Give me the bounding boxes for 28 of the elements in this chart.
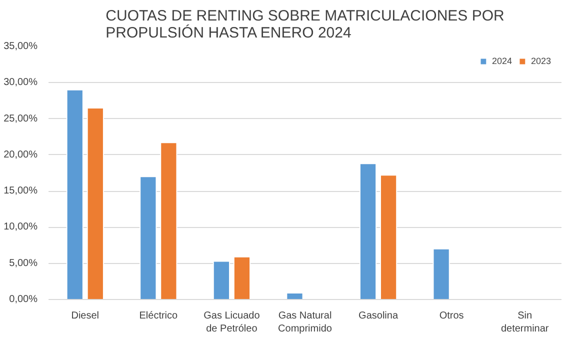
x-tick-label: Gasolina bbox=[358, 310, 398, 322]
y-tick-label: 15,00% bbox=[4, 186, 38, 197]
bar bbox=[286, 292, 304, 300]
y-tick-label: 25,00% bbox=[4, 113, 38, 124]
x-tick-label: Gas Licuado de Petróleo bbox=[204, 310, 260, 335]
bar bbox=[160, 142, 178, 300]
x-tick-label: Eléctrico bbox=[139, 310, 178, 322]
x-tick-label: Diesel bbox=[71, 310, 100, 322]
y-tick-label: 5,00% bbox=[9, 258, 38, 269]
x-tick-label: Gas Natural Comprimido bbox=[278, 310, 332, 335]
bar bbox=[233, 256, 251, 300]
bar bbox=[66, 89, 84, 300]
bar bbox=[140, 176, 157, 300]
y-tick-label: 35,00% bbox=[4, 41, 38, 52]
x-tick-label: Otros bbox=[439, 310, 464, 322]
y-tick-label: 10,00% bbox=[4, 222, 38, 233]
legend-label: 2024 bbox=[492, 56, 512, 66]
y-tick-label: 0,00% bbox=[9, 294, 38, 305]
bar bbox=[380, 174, 398, 300]
bar bbox=[359, 163, 377, 300]
x-tick-label: Sin determinar bbox=[500, 310, 550, 335]
bar bbox=[432, 248, 450, 300]
chart-title: CUOTAS DE RENTING SOBRE MATRICULACIONES POR PROPULSIÓN HASTA ENERO 2024 bbox=[106, 8, 504, 42]
bar bbox=[212, 260, 230, 300]
y-tick-label: 30,00% bbox=[4, 77, 38, 88]
bar bbox=[86, 107, 104, 300]
y-tick-label: 20,00% bbox=[4, 149, 38, 160]
legend-label: 2023 bbox=[530, 56, 551, 66]
